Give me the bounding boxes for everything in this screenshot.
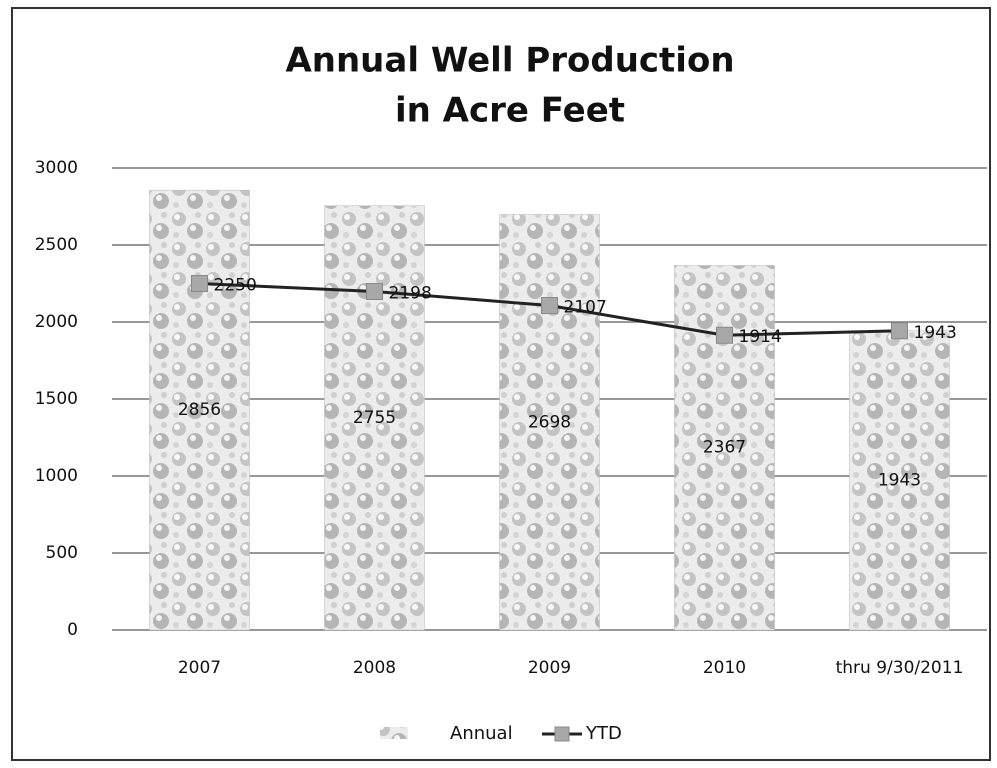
y-tick-label: 0: [67, 620, 78, 640]
x-tick-label: 2007: [178, 658, 221, 678]
bar-value-label: 2698: [528, 412, 571, 432]
line-value-label: 1914: [739, 327, 782, 347]
chart-title: in Acre Feet: [395, 91, 625, 131]
x-tick-label: 2010: [703, 658, 746, 678]
line-value-label: 2250: [214, 276, 257, 296]
y-tick-label: 500: [46, 543, 78, 563]
y-tick-label: 1500: [35, 389, 78, 409]
y-tick-label: 1000: [35, 466, 78, 486]
line-value-label: 2107: [564, 298, 607, 318]
chart: Annual Well Production in Acre Feet Annu…: [0, 0, 997, 768]
line-marker: [542, 298, 558, 314]
line-marker: [717, 327, 733, 343]
bar-value-label: 2755: [353, 408, 396, 428]
legend-label: YTD: [585, 723, 622, 744]
x-tick-label: 2009: [528, 658, 571, 678]
line-value-label: 1943: [914, 323, 957, 343]
y-tick-label: 2500: [35, 235, 78, 255]
line-marker: [892, 323, 908, 339]
x-tick-label: 2008: [353, 658, 396, 678]
legend-swatch: [555, 727, 569, 741]
legend-swatch: [380, 727, 408, 739]
bar-value-label: 2856: [178, 400, 221, 420]
line-marker: [192, 276, 208, 292]
chart-title: Annual Well Production: [285, 41, 734, 81]
legend-label: Annual: [450, 723, 513, 744]
x-tick-label: thru 9/30/2011: [836, 658, 964, 678]
bar-value-label: 2367: [703, 438, 746, 458]
line-marker: [367, 284, 383, 300]
y-tick-label: 3000: [35, 158, 78, 178]
y-tick-label: 2000: [35, 312, 78, 332]
line-value-label: 2198: [389, 284, 432, 304]
bar-value-label: 1943: [878, 470, 921, 490]
